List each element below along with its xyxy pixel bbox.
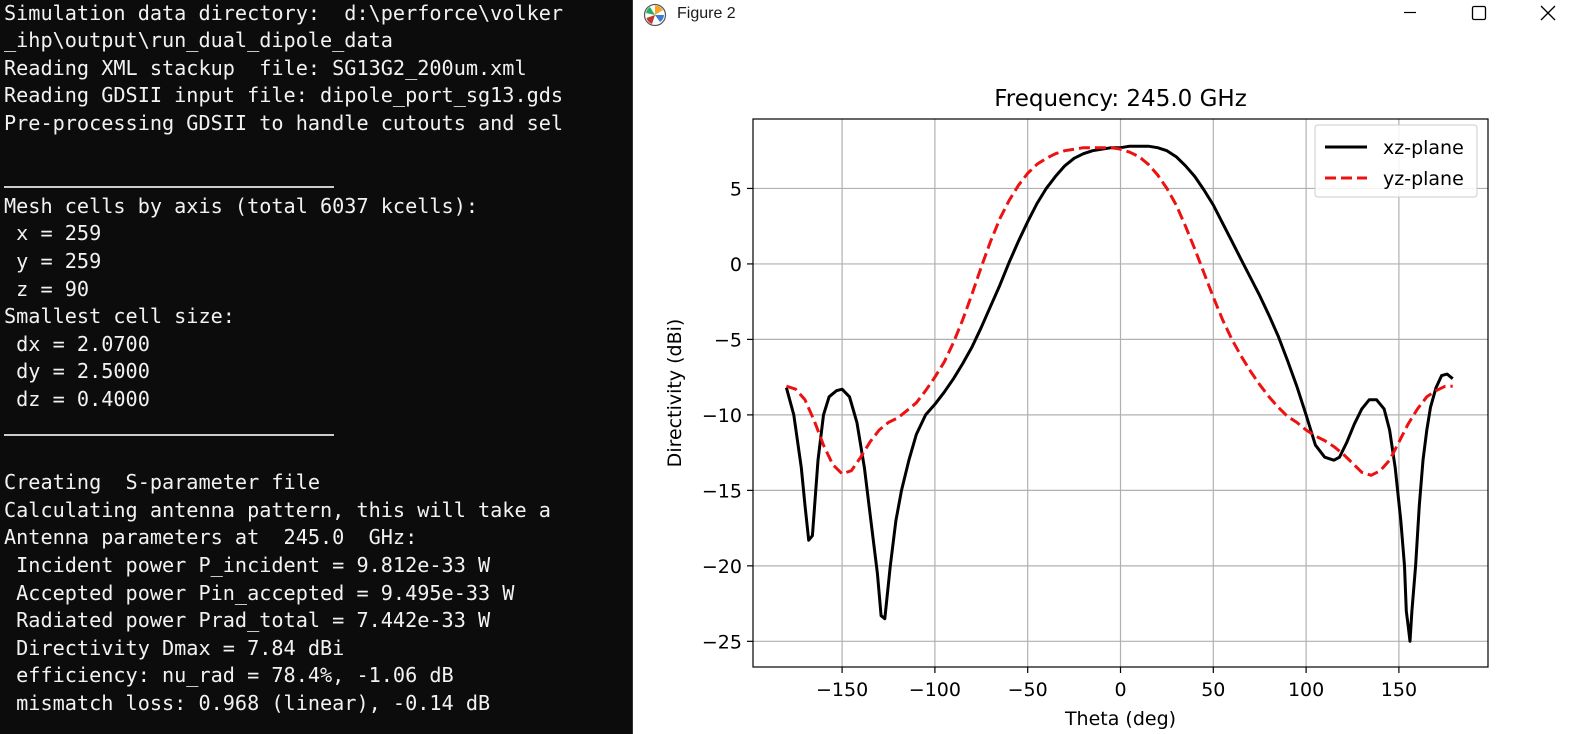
maximize-button[interactable]	[1455, 0, 1501, 28]
terminal-line: Antenna parameters at 245.0 GHz:	[4, 525, 418, 549]
terminal-line: Reading GDSII input file: dipole_port_sg…	[4, 83, 564, 107]
series-line-0	[784, 144, 1454, 643]
x-ticks: −150 −100 −50 0 50 100 150	[816, 667, 1417, 701]
terminal-line: Mesh cells by axis (total 6037 kcells):	[4, 194, 479, 218]
terminal-line: x = 259	[4, 221, 102, 245]
terminal-line: dz = 0.4000	[4, 387, 150, 411]
terminal-line: z = 90	[4, 277, 90, 301]
x-tick-label: 150	[1381, 679, 1417, 701]
matplotlib-icon	[643, 3, 667, 27]
y-tick-label: −10	[702, 405, 742, 427]
title-bar[interactable]: Figure 2	[633, 0, 1587, 30]
terminal-line: Calculating antenna pattern, this will t…	[4, 498, 551, 522]
close-icon	[1540, 5, 1556, 21]
minimize-icon	[1404, 11, 1416, 14]
terminal-line: dy = 2.5000	[4, 359, 150, 383]
terminal-line: Simulation data directory: d:\perforce\v…	[4, 1, 564, 25]
maximize-icon	[1471, 5, 1487, 21]
x-tick-label: 100	[1288, 679, 1324, 701]
minimize-button[interactable]	[1387, 0, 1433, 28]
terminal-line: dx = 2.0700	[4, 332, 150, 356]
legend-label-xz: xz-plane	[1383, 137, 1464, 159]
y-axis-label: Directivity (dBi)	[664, 319, 686, 468]
terminal-separator	[4, 434, 334, 436]
series-line-1	[785, 146, 1453, 477]
chart-title: Frequency: 245.0 GHz	[994, 86, 1247, 112]
terminal-line: Incident power P_incident = 9.812e-33 W	[4, 553, 491, 577]
y-tick-label: −20	[702, 556, 742, 578]
terminal-line: Creating S-parameter file	[4, 470, 321, 494]
grid	[753, 119, 1488, 667]
y-tick-label: 5	[730, 178, 742, 200]
figure-canvas[interactable]: −150 −100 −50 0 50 100 150 50−5−10−15−20−25 Fr…	[633, 30, 1587, 734]
terminal-separator	[4, 186, 334, 188]
plot-lines	[784, 144, 1454, 643]
x-tick-label: 0	[1114, 679, 1126, 701]
figure-window[interactable]: Figure 2 −150 −100 −50 0 50 100 150 5 0 −5 −10 −15…	[632, 0, 1587, 734]
y-tick-label: −25	[702, 631, 742, 653]
y-tick-label: −5	[714, 329, 742, 351]
window-title: Figure 2	[677, 5, 736, 22]
legend: xz-plane yz-plane	[1314, 124, 1478, 198]
x-tick-label: −150	[816, 679, 868, 701]
x-tick-label: 50	[1201, 679, 1225, 701]
y-tick-label: −15	[702, 480, 742, 502]
close-button[interactable]	[1525, 0, 1571, 28]
terminal-line: Smallest cell size:	[4, 304, 235, 328]
x-axis-label: Theta (deg)	[1064, 708, 1176, 730]
legend-box	[1314, 124, 1478, 198]
y-tick-label: 0	[730, 254, 742, 276]
x-tick-label: −100	[909, 679, 961, 701]
x-tick-label: −50	[1008, 679, 1048, 701]
terminal-window[interactable]: Simulation data directory: d:\perforce\v…	[0, 0, 632, 734]
terminal-line: y = 259	[4, 249, 102, 273]
terminal-line: _ihp\output\run_dual_dipole_data	[4, 28, 393, 52]
terminal-line: Radiated power Prad_total = 7.442e-33 W	[4, 608, 491, 632]
terminal-line: mismatch loss: 0.968 (linear), -0.14 dB	[4, 691, 491, 715]
terminal-line: Accepted power Pin_accepted = 9.495e-33 …	[4, 581, 515, 605]
terminal-line: Directivity Dmax = 7.84 dBi	[4, 636, 345, 660]
terminal-line: efficiency: nu_rad = 78.4%, -1.06 dB	[4, 663, 454, 687]
terminal-line: Reading XML stackup file: SG13G2_200um.x…	[4, 56, 527, 80]
y-ticks: 5 0 −5 −10 −15 −20 −25	[702, 178, 753, 653]
legend-label-yz: yz-plane	[1383, 168, 1464, 190]
terminal-line: Pre-processing GDSII to handle cutouts a…	[4, 111, 564, 135]
